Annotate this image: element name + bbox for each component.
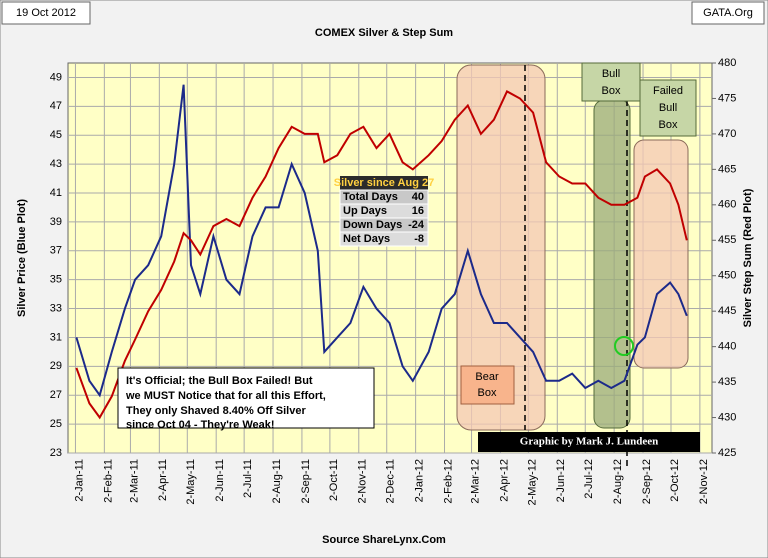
y2-tick-label: 445: [718, 305, 736, 317]
x-tick-label: 2-Aug-12: [612, 459, 624, 504]
x-tick-label: 2-Oct-12: [669, 459, 681, 502]
credit: Graphic by Mark J. Lundeen: [520, 436, 658, 448]
x-tick-label: 2-Jun-11: [214, 459, 226, 502]
bear-label-box: [460, 365, 515, 405]
table-cell: Total Days: [343, 191, 398, 203]
y2-tick-label: 480: [718, 57, 736, 69]
series-line: [75, 90, 688, 420]
y-tick-label: 41: [50, 187, 62, 199]
x-tick-label: 2-Mar-12: [469, 459, 481, 504]
x-tick-label: 2-Oct-11: [328, 459, 340, 501]
y-tick-label: 37: [50, 245, 62, 257]
y2-tick-label: 455: [718, 234, 736, 246]
y2-tick-label: 475: [718, 92, 736, 104]
y-tick-label: 23: [50, 447, 62, 459]
x-tick-label: 2-Dec-11: [385, 459, 397, 503]
note-line: since Oct 04 - They're Weak!: [126, 419, 275, 431]
x-axis-label: Source ShareLynx.Com: [322, 534, 446, 546]
x-tick-label: 2-Jul-11: [242, 459, 254, 498]
y-tick-label: 49: [50, 71, 62, 83]
failed-label: Failed: [653, 85, 683, 97]
series-line: [75, 84, 688, 398]
x-tick-label: 2-Apr-12: [498, 459, 510, 502]
x-tick-label: 2-Feb-11: [102, 459, 114, 503]
bear-label: Box: [478, 387, 497, 399]
table-cell: Up Days: [343, 205, 387, 217]
note-line: It's Official; the Bull Box Failed! But: [126, 375, 313, 387]
y-tick-label: 35: [50, 274, 62, 286]
bear-label: Bear: [475, 371, 499, 383]
y-tick-label: 43: [50, 158, 62, 170]
note-box: [117, 367, 375, 429]
x-tick-label: 2-Nov-11: [357, 459, 369, 503]
credit-box: [478, 432, 700, 452]
y2-axis-label: Silver Step Sum (Red Plot): [742, 188, 754, 327]
x-tick-label: 2-Apr-11: [157, 459, 169, 501]
y2-tick-label: 465: [718, 163, 736, 175]
table-header-bg: [340, 176, 428, 190]
x-tick-label: 2-May-12: [526, 459, 538, 505]
y-tick-label: 25: [50, 418, 62, 430]
x-tick-label: 2-Sep-11: [300, 459, 312, 503]
source-box: [691, 1, 765, 25]
series-group: [75, 84, 688, 420]
source-label: GATA.Org: [703, 7, 753, 19]
highlight-circle: [614, 336, 634, 356]
note-line: They only Shaved 8.40% Off Silver: [126, 405, 306, 417]
table-cell: Down Days: [343, 219, 402, 231]
table-cell: -24: [408, 219, 425, 231]
failed-label-box: [639, 79, 697, 137]
chart-title: COMEX Silver & Step Sum: [315, 27, 453, 39]
bear-box: [456, 64, 546, 431]
y2-tick-label: 440: [718, 341, 736, 353]
table-title: Silver since Aug 27: [334, 177, 434, 189]
x-tick-label: 2-Feb-12: [442, 459, 454, 504]
y-tick-label: 39: [50, 216, 62, 228]
table-cell: -8: [414, 233, 424, 245]
failed-label: Bull: [659, 102, 677, 114]
y-tick-label: 31: [50, 331, 62, 343]
table-cell: Net Days: [343, 233, 390, 245]
y-tick-label: 27: [50, 389, 62, 401]
bull-label: Box: [602, 85, 621, 97]
y-tick-label: 29: [50, 360, 62, 372]
table-row-bg: [339, 231, 429, 247]
note-line: we MUST Notice that for all this Effort,: [125, 390, 326, 402]
failed-label: Box: [659, 119, 678, 131]
x-tick-label: 2-Nov-12: [698, 459, 710, 504]
y-tick-label: 45: [50, 129, 62, 141]
date-box: [1, 1, 91, 25]
y2-tick-label: 470: [718, 128, 736, 140]
x-tick-label: 2-Aug-11: [271, 459, 283, 503]
y2-tick-label: 450: [718, 270, 736, 282]
bull-label: Bull: [602, 68, 620, 80]
y-tick-label: 47: [50, 100, 62, 112]
y2-tick-label: 425: [718, 447, 736, 459]
stats-table: Silver since Aug 27 Total Days 40 Up Days 16…: [334, 176, 434, 247]
x-tick-label: 2-Jan-11: [73, 459, 85, 502]
x-tick-label: 2-Jun-12: [555, 459, 567, 502]
table-cell: 40: [412, 191, 424, 203]
y-axis-label: Silver Price (Blue Plot): [16, 199, 28, 317]
x-tick-label: 2-Jul-12: [583, 459, 595, 499]
x-tick-label: 2-Mar-11: [128, 459, 140, 503]
table-cell: 16: [412, 205, 424, 217]
y2-tick-label: 430: [718, 411, 736, 423]
bull-label-box: [581, 62, 641, 102]
y2-tick-label: 460: [718, 199, 736, 211]
x-tick-label: 2-May-11: [185, 459, 197, 505]
date-label: 19 Oct 2012: [16, 7, 76, 19]
y-tick-label: 33: [50, 302, 62, 314]
y2-tick-label: 435: [718, 376, 736, 388]
x-tick-label: 2-Jan-12: [414, 459, 426, 502]
x-tick-label: 2-Sep-12: [641, 459, 653, 504]
